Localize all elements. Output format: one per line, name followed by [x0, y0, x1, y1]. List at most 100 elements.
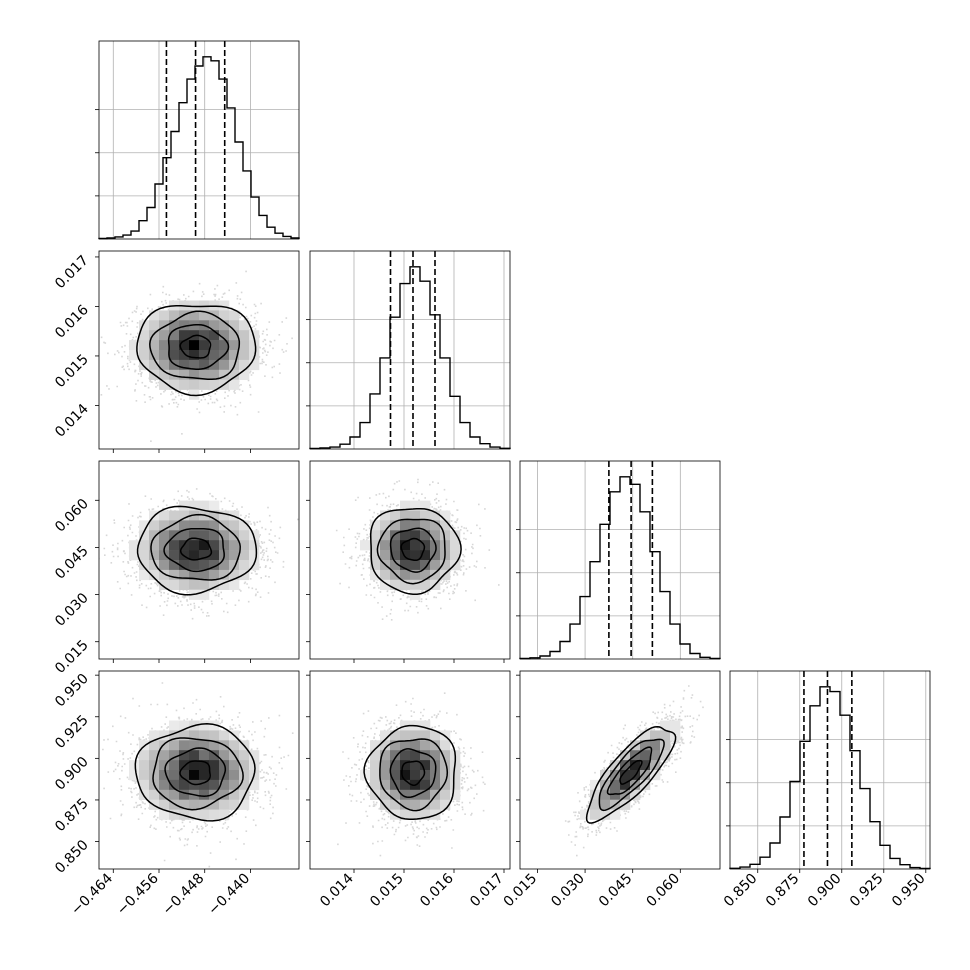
density-cell: [179, 740, 190, 751]
x-tick-label: 0.015: [367, 871, 407, 911]
density-cell: [199, 500, 210, 511]
density-cell: [249, 359, 260, 371]
density-cell: [199, 579, 210, 590]
density-cell: [400, 750, 411, 761]
contour-line: [389, 748, 437, 799]
density-cell: [420, 500, 431, 511]
density-cell: [450, 540, 461, 551]
density-cell: [169, 789, 180, 800]
density-cell: [400, 770, 411, 781]
density-cell: [420, 569, 431, 581]
contour-line: [152, 737, 244, 811]
panel-frame: [309, 250, 511, 450]
density-cell: [390, 560, 401, 571]
y-tick-label: 0.016: [52, 302, 92, 342]
density-cell: [420, 560, 431, 571]
density-cell: [199, 310, 210, 321]
panel-frame: [98, 460, 300, 660]
density-cell: [199, 569, 210, 581]
density-cell: [139, 569, 150, 581]
density-cell: [440, 750, 451, 761]
y-tick-label: 0.017: [52, 252, 92, 292]
density-cell: [149, 750, 160, 761]
density-cell: [199, 789, 210, 800]
density-cell: [360, 540, 371, 551]
density-cell: [650, 730, 661, 741]
density-cell: [219, 560, 230, 571]
density-cell: [179, 569, 190, 581]
density-cell: [380, 550, 391, 561]
density-cell: [430, 750, 441, 761]
density-cell: [450, 560, 461, 571]
density-cell: [209, 330, 220, 341]
density-cell: [159, 320, 170, 331]
density-cell: [390, 540, 401, 551]
panel-2d-0-3: [98, 670, 300, 870]
density-cell: [189, 760, 200, 771]
density-cell: [209, 369, 220, 380]
density-cell: [430, 569, 441, 581]
density-cell: [149, 520, 160, 531]
density-cell: [660, 740, 671, 751]
density-cell: [420, 510, 431, 521]
x-tick-label: 0.950: [889, 871, 929, 911]
density-cell: [380, 569, 391, 581]
density-cell: [239, 320, 250, 331]
density-cell: [410, 500, 421, 511]
y-tick-label: 0.045: [52, 543, 92, 583]
density-cell: [169, 359, 180, 371]
density-cell: [239, 350, 250, 361]
density-cell: [159, 520, 170, 531]
density-cell: [410, 799, 421, 810]
density-cell: [430, 730, 441, 741]
x-tick-label: −0.448: [160, 871, 208, 919]
density-cell: [610, 789, 621, 800]
density-cell: [430, 520, 441, 531]
density-cell: [600, 809, 611, 820]
density-cell: [440, 760, 451, 771]
y-tick-label: 0.900: [52, 754, 92, 794]
density-cell: [169, 740, 180, 751]
density-cell: [380, 750, 391, 761]
density-cell: [199, 350, 210, 361]
density-cell: [229, 770, 240, 781]
density-cell: [209, 569, 220, 581]
density-cell: [139, 320, 150, 331]
density-cell: [370, 550, 381, 561]
contour-line: [606, 746, 653, 796]
density-cell: [179, 510, 190, 521]
density-cell: [219, 300, 230, 311]
density-cell: [199, 799, 210, 810]
density-cell: [440, 779, 451, 791]
density-cell: [169, 330, 180, 341]
density-cell: [189, 520, 200, 531]
panel-hist-2: [516, 460, 721, 660]
panel-frame: [519, 670, 721, 870]
density-cell: [600, 789, 611, 800]
density-cell: [179, 760, 190, 771]
y-tick-label: 0.875: [52, 795, 92, 835]
density-cell: [380, 540, 391, 551]
y-tick-label: 0.950: [52, 671, 92, 711]
density-cell: [370, 740, 381, 751]
density-cell: [139, 330, 150, 341]
density-cell: [440, 799, 451, 810]
contour-line: [149, 310, 241, 381]
density-cell: [410, 530, 421, 541]
density-cell: [410, 760, 421, 771]
density-cell: [199, 550, 210, 561]
density-cell: [209, 799, 220, 810]
panel-2d-0-1: [98, 250, 300, 450]
density-cell: [169, 550, 180, 561]
density-cell: [239, 520, 250, 531]
density-cell: [400, 740, 411, 751]
density-cell: [209, 520, 220, 531]
density-cell: [249, 779, 260, 791]
density-cell: [199, 379, 210, 390]
density-cell: [249, 330, 260, 341]
density-cell: [199, 809, 210, 820]
density-cell: [189, 530, 200, 541]
density-cell: [159, 569, 170, 581]
y-tick-label: 0.015: [52, 351, 92, 391]
density-cell: [189, 809, 200, 820]
